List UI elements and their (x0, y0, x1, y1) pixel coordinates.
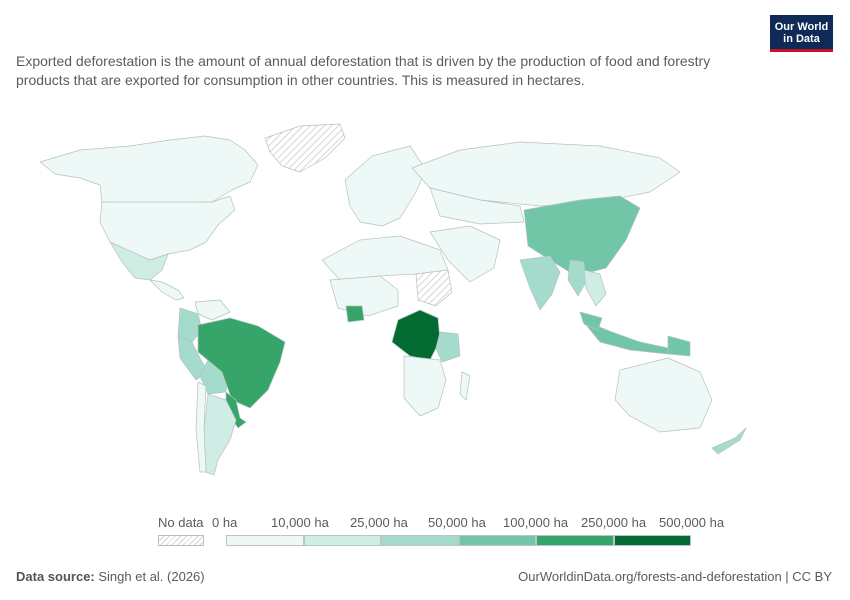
country-ivory-coast[interactable] (345, 305, 365, 323)
country-greenland[interactable] (264, 123, 346, 173)
country-sudan[interactable] (415, 269, 453, 307)
world-map (39, 123, 747, 476)
legend-bin-4[interactable] (536, 535, 614, 546)
country-madagascar[interactable] (459, 371, 471, 401)
legend-tick-label: 250,000 ha (581, 515, 647, 530)
footer-url[interactable]: OurWorldinData.org/forests-and-deforesta… (518, 569, 832, 584)
data-source-label: Data source: (16, 569, 95, 584)
country-new-zealand[interactable] (711, 427, 747, 455)
chart-subtitle: Exported deforestation is the amount of … (16, 53, 711, 88)
country-brazil[interactable] (197, 317, 286, 409)
country-mexico[interactable] (109, 241, 169, 281)
country-india[interactable] (519, 255, 561, 311)
country-kazakhstan-and-central-asia[interactable] (429, 187, 525, 225)
country-canada[interactable] (39, 135, 259, 204)
legend-bin-1[interactable] (303, 535, 381, 546)
map-legend: No data 0 ha 10,000 ha 25,000 ha 50,000 ha 1… (0, 515, 850, 555)
country-myanmar[interactable] (567, 259, 587, 297)
legend-tick-label: 500,000 ha (659, 515, 725, 530)
country-southeast-asia-mainland[interactable] (583, 269, 607, 307)
legend-tick-label: 100,000 ha (503, 515, 569, 530)
owid-logo[interactable]: Our World in Data (770, 15, 833, 52)
country-tanzania[interactable] (435, 331, 461, 363)
legend-bin-0[interactable] (226, 535, 304, 546)
country-china[interactable] (523, 195, 641, 277)
country-colombia[interactable] (177, 307, 203, 343)
legend-tick-label: 10,000 ha (271, 515, 329, 530)
legend-bin-3[interactable] (458, 535, 536, 546)
data-source-value[interactable]: Singh et al. (2026) (98, 569, 205, 584)
country-australia[interactable] (614, 357, 713, 433)
country-central-america[interactable] (149, 279, 185, 301)
legend-no-data-swatch[interactable] (158, 535, 204, 546)
legend-bin-5[interactable] (613, 535, 691, 546)
logo-line1: Our World (774, 21, 829, 33)
country-southern-africa[interactable] (403, 355, 447, 417)
country-europe[interactable] (344, 145, 427, 227)
logo-line2: in Data (783, 33, 820, 45)
country-chile[interactable] (195, 381, 207, 473)
country-democratic-republic-of-congo[interactable] (391, 309, 441, 361)
legend-tick-label: 25,000 ha (350, 515, 408, 530)
country-middle-east[interactable] (429, 225, 501, 283)
legend-tick-label: 50,000 ha (428, 515, 486, 530)
legend-no-data-label: No data (158, 515, 204, 530)
country-venezuela[interactable] (194, 299, 231, 321)
legend-tick-label: 0 ha (212, 515, 238, 530)
country-west-africa[interactable] (329, 275, 399, 317)
legend-bin-2[interactable] (381, 535, 459, 546)
country-malaysia[interactable] (579, 311, 603, 331)
country-papua-new-guinea[interactable] (667, 335, 691, 357)
data-source: Data source: Singh et al. (2026) (16, 569, 205, 584)
